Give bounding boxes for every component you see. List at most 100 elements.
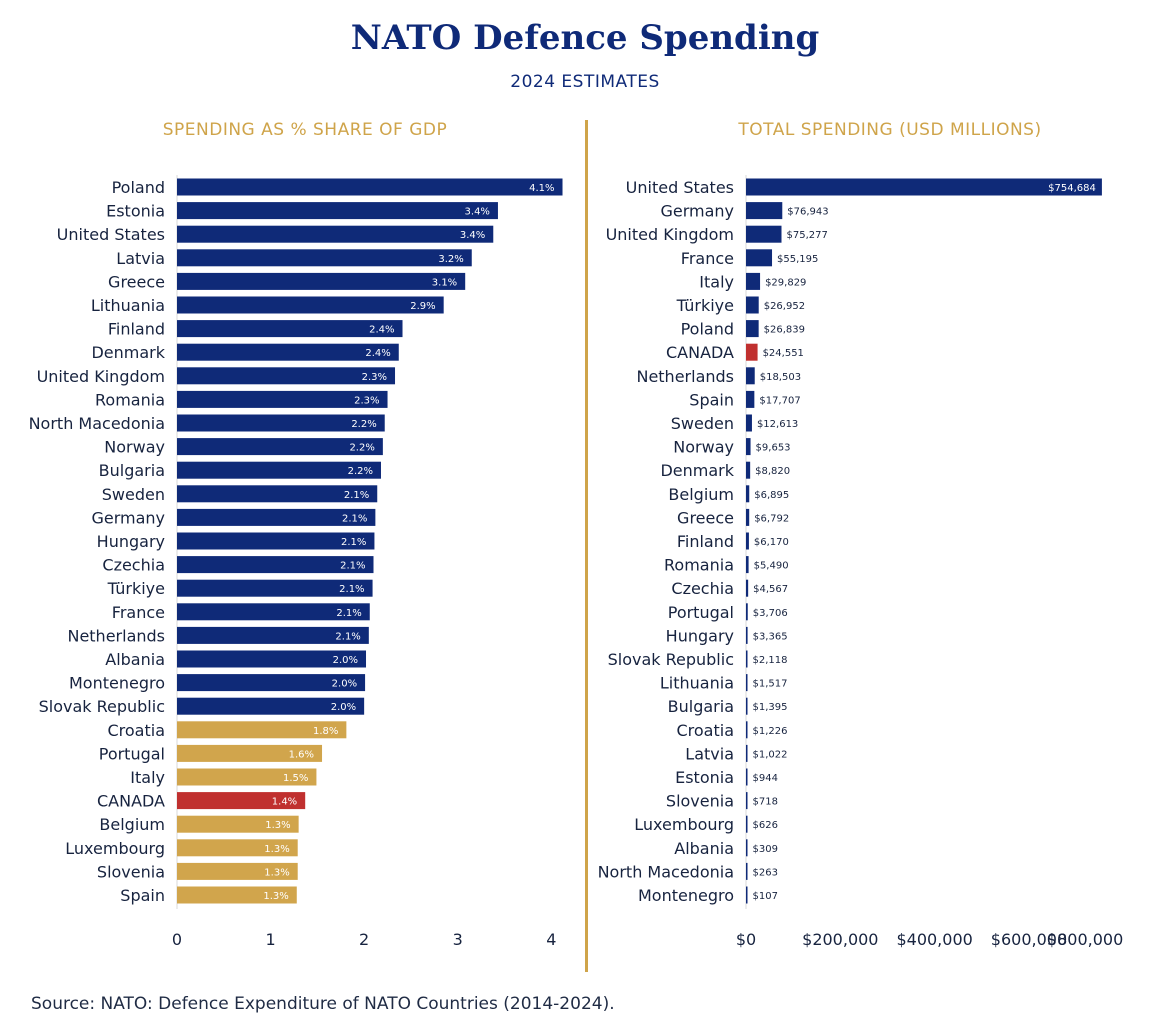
total-category-label: Portugal bbox=[668, 603, 734, 622]
total-value-label: $29,829 bbox=[765, 277, 806, 288]
gdp-category-label: Montenegro bbox=[69, 674, 165, 693]
total-value-label: $3,365 bbox=[753, 631, 788, 642]
total-bar bbox=[746, 225, 782, 243]
total-category-label: Romania bbox=[664, 556, 734, 575]
total-value-label: $76,943 bbox=[787, 207, 828, 218]
gdp-tick-label: 0 bbox=[172, 930, 182, 949]
gdp-bar bbox=[177, 249, 472, 267]
gdp-category-label: Portugal bbox=[99, 744, 165, 763]
gdp-value-label: 3.4% bbox=[465, 207, 490, 218]
gdp-category-label: Finland bbox=[108, 320, 165, 339]
gdp-value-label: 2.2% bbox=[348, 466, 373, 477]
gdp-bar bbox=[177, 603, 370, 621]
gdp-category-label: Hungary bbox=[97, 532, 165, 551]
total-value-label: $718 bbox=[753, 797, 778, 808]
gdp-value-label: 2.1% bbox=[339, 584, 364, 595]
total-bar bbox=[746, 674, 748, 692]
gdp-bar bbox=[177, 202, 498, 220]
total-bar bbox=[746, 579, 749, 597]
gdp-bar bbox=[177, 792, 306, 810]
total-value-label: $1,395 bbox=[753, 702, 788, 713]
gdp-value-label: 2.9% bbox=[410, 301, 435, 312]
total-category-label: Denmark bbox=[660, 461, 734, 480]
gdp-category-label: Netherlands bbox=[67, 626, 165, 645]
gdp-category-label: Spain bbox=[120, 886, 165, 905]
total-category-label: CANADA bbox=[666, 343, 734, 362]
gdp-bar bbox=[177, 461, 381, 479]
total-category-label: Luxembourg bbox=[634, 815, 734, 834]
total-category-label: Bulgaria bbox=[668, 697, 734, 716]
total-value-label: $4,567 bbox=[753, 584, 788, 595]
total-category-label: Greece bbox=[677, 508, 734, 527]
gdp-bar bbox=[177, 343, 399, 361]
gdp-value-label: 1.5% bbox=[283, 773, 308, 784]
gdp-category-label: Türkiye bbox=[107, 579, 165, 598]
total-value-label: $944 bbox=[753, 773, 778, 784]
gdp-value-label: 1.3% bbox=[264, 867, 289, 878]
gdp-category-label: Denmark bbox=[91, 343, 165, 362]
gdp-category-label: Greece bbox=[108, 272, 165, 291]
total-category-label: Netherlands bbox=[636, 367, 734, 386]
gdp-value-label: 1.6% bbox=[289, 749, 314, 760]
gdp-bar bbox=[177, 414, 385, 432]
total-category-label: France bbox=[681, 249, 734, 268]
gdp-category-label: Norway bbox=[104, 438, 165, 457]
total-bar bbox=[746, 862, 748, 880]
source-note: Source: NATO: Defence Expenditure of NAT… bbox=[31, 994, 615, 1014]
total-value-label: $26,952 bbox=[764, 301, 805, 312]
total-value-label: $17,707 bbox=[759, 395, 800, 406]
total-category-label: Belgium bbox=[668, 485, 734, 504]
total-bar bbox=[746, 556, 749, 574]
total-bar bbox=[746, 815, 748, 833]
gdp-bar bbox=[177, 579, 373, 597]
gdp-category-label: Italy bbox=[130, 768, 165, 787]
gdp-category-label: Estonia bbox=[106, 202, 165, 221]
gdp-bar bbox=[177, 296, 444, 314]
total-tick-label: $400,000 bbox=[896, 930, 972, 949]
gdp-bar bbox=[177, 721, 347, 739]
gdp-value-label: 3.1% bbox=[432, 277, 457, 288]
gdp-category-label: Slovak Republic bbox=[39, 697, 165, 716]
gdp-category-label: Czechia bbox=[102, 556, 165, 575]
total-bar bbox=[746, 343, 758, 361]
total-bar bbox=[746, 249, 773, 267]
gdp-bar bbox=[177, 650, 367, 668]
gdp-bar bbox=[177, 367, 396, 385]
gdp-category-label: Luxembourg bbox=[65, 839, 165, 858]
total-category-label: Czechia bbox=[671, 579, 734, 598]
gdp-value-label: 2.0% bbox=[333, 655, 358, 666]
gdp-bar bbox=[177, 438, 383, 456]
gdp-share-chart: Poland 4.1% Estonia 3.4% United States 3.4% La… bbox=[29, 175, 563, 949]
total-value-label: $6,895 bbox=[754, 490, 789, 501]
gdp-bar bbox=[177, 508, 376, 526]
total-value-label: $5,490 bbox=[754, 561, 789, 572]
total-bar bbox=[746, 414, 752, 432]
total-value-label: $8,820 bbox=[755, 466, 790, 477]
gdp-category-label: United Kingdom bbox=[37, 367, 165, 386]
gdp-category-label: Romania bbox=[95, 390, 165, 409]
gdp-value-label: 4.1% bbox=[529, 183, 554, 194]
total-tick-label: $200,000 bbox=[802, 930, 878, 949]
gdp-value-label: 2.3% bbox=[362, 372, 387, 383]
total-bar bbox=[746, 296, 759, 314]
total-value-label: $1,022 bbox=[753, 749, 788, 760]
gdp-value-label: 2.1% bbox=[335, 631, 360, 642]
total-category-label: Latvia bbox=[685, 744, 734, 763]
gdp-bar bbox=[177, 768, 317, 786]
total-bar bbox=[746, 438, 751, 456]
gdp-bar bbox=[177, 485, 378, 503]
total-value-label: $26,839 bbox=[764, 325, 805, 336]
total-category-label: Sweden bbox=[671, 414, 734, 433]
gdp-value-label: 2.1% bbox=[344, 490, 369, 501]
gdp-category-label: CANADA bbox=[97, 792, 165, 811]
total-value-label: $6,170 bbox=[754, 537, 789, 548]
total-category-label: Poland bbox=[681, 320, 734, 339]
total-category-label: Italy bbox=[699, 272, 734, 291]
gdp-category-label: Poland bbox=[112, 178, 165, 197]
gdp-category-label: Latvia bbox=[116, 249, 165, 268]
total-value-label: $75,277 bbox=[786, 230, 827, 241]
total-category-label: Türkiye bbox=[676, 296, 734, 315]
panel-divider bbox=[585, 120, 588, 972]
total-value-label: $24,551 bbox=[763, 348, 804, 359]
